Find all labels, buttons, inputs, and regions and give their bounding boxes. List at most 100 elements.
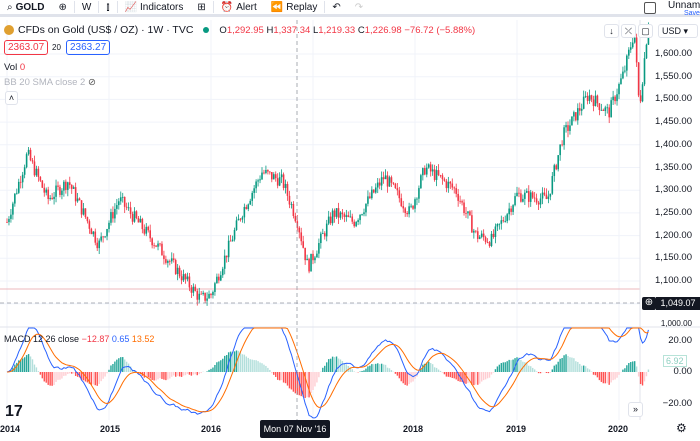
add-alert-plus-icon[interactable]: ⊕ [642, 297, 656, 310]
scroll-to-realtime-button[interactable]: » [628, 402, 643, 417]
candle [227, 240, 230, 258]
candle [563, 127, 565, 146]
collapse-button[interactable]: ⤫ [621, 24, 636, 38]
candle [302, 241, 304, 248]
macd-histogram-bar [345, 364, 348, 372]
macd-histogram-bar [300, 372, 302, 397]
currency-select[interactable]: USD ▾ [658, 24, 698, 38]
candle [437, 170, 440, 175]
macd-histogram-bar [116, 359, 118, 372]
macd-histogram-bar [524, 362, 526, 372]
macd-histogram-bar [239, 352, 242, 372]
candle [298, 227, 301, 233]
save-link[interactable]: Save [684, 10, 700, 17]
settings-gear-icon[interactable]: ⚙ [676, 421, 687, 435]
candle [353, 221, 355, 227]
macd-histogram-bar [588, 369, 591, 372]
symbol-title[interactable]: CFDs on Gold (US$ / OZ) · 1W · TVC [18, 24, 194, 36]
candle [167, 260, 169, 263]
candle [512, 205, 514, 212]
sell-button[interactable]: 2363.07 [4, 40, 49, 55]
bb-indicator-label[interactable]: BB 20 SMA close 2 [4, 77, 86, 88]
candle [455, 188, 457, 194]
candle [508, 208, 510, 215]
macd-histogram-bar [267, 367, 269, 372]
candle [206, 298, 208, 301]
macd-label[interactable]: MACD 12 26 close [4, 334, 80, 344]
undo-button[interactable]: ↶ [325, 0, 347, 14]
candle [12, 203, 14, 215]
candle [233, 229, 236, 240]
macd-histogram-bar [457, 372, 459, 382]
collapse-legend-button[interactable]: ˄ [5, 91, 18, 105]
candle [363, 212, 365, 215]
candle [376, 182, 379, 188]
candle [210, 293, 212, 296]
macd-axis-label: 0.00 [673, 366, 693, 377]
candle [229, 240, 232, 242]
macd-histogram-bar [471, 372, 473, 385]
macd-histogram-bar [57, 372, 59, 380]
vol-label: Vol [4, 62, 18, 73]
close-value: 1,226.98 [364, 24, 402, 36]
macd-histogram-bar [635, 366, 638, 372]
macd-histogram-bar [92, 372, 95, 385]
buy-button[interactable]: 2363.27 [66, 40, 111, 55]
candle [106, 229, 108, 237]
macd-histogram-bar [212, 367, 214, 372]
layout-name[interactable]: Unnam [668, 0, 700, 11]
candle [157, 243, 159, 247]
templates-button[interactable]: ⊞ [190, 0, 212, 14]
macd-histogram-bar [553, 365, 555, 372]
macd-histogram-bar [282, 372, 285, 383]
macd-histogram-bar [443, 372, 446, 375]
macd-histogram-bar [194, 372, 197, 375]
maximize-button[interactable]: ▢ [638, 24, 653, 38]
candle [282, 174, 285, 188]
layout-checkbox-icon[interactable] [644, 2, 656, 14]
scroll-down-button[interactable]: ↓ [604, 24, 619, 38]
chart-type-button[interactable]: ⫾ [99, 0, 116, 14]
candle [398, 190, 401, 199]
hidden-eye-icon[interactable]: ⊘ [87, 77, 96, 88]
macd-histogram-bar [25, 355, 28, 372]
candle [329, 216, 332, 224]
macd-histogram-bar [245, 356, 248, 372]
candle [461, 201, 463, 203]
interval-button[interactable]: W [81, 1, 92, 13]
macd-histogram-bar [394, 372, 397, 374]
macd-histogram-bar [645, 372, 648, 377]
macd-histogram-bar [592, 372, 595, 375]
candle [433, 169, 436, 180]
macd-histogram-bar [633, 361, 636, 372]
candle [172, 258, 175, 260]
symbol-search[interactable]: ⌕ GOLD [7, 1, 45, 13]
candle [422, 168, 424, 176]
alert-button[interactable]: ⏰ Alert [220, 1, 257, 13]
candle [151, 238, 153, 246]
macd-axis-label: −20.00 [662, 398, 692, 409]
indicators-button[interactable]: 📈 Indicators [124, 1, 184, 13]
macd-hist-value: −12.87 [81, 334, 110, 344]
macd-histogram-bar [616, 372, 618, 378]
macd-histogram-bar [586, 368, 589, 372]
macd-histogram-bar [308, 372, 310, 398]
macd-histogram-bar [151, 372, 153, 380]
macd-histogram-bar [555, 364, 557, 372]
candle [84, 208, 87, 218]
macd-histogram-bar [531, 367, 534, 372]
macd-histogram-bar [322, 367, 324, 372]
tradingview-logo[interactable]: 17 [5, 403, 23, 420]
candle [602, 109, 605, 111]
redo-button[interactable]: ↷ [348, 0, 370, 14]
macd-histogram-bar [122, 357, 124, 372]
compare-button[interactable]: ⊕ [52, 0, 74, 14]
macd-histogram-bar [292, 372, 295, 392]
candle [76, 198, 79, 202]
candle [478, 236, 481, 239]
replay-button[interactable]: ⏪ Replay [270, 1, 318, 13]
macd-histogram-bar [149, 372, 151, 379]
candle [445, 180, 448, 189]
candle [186, 276, 189, 280]
